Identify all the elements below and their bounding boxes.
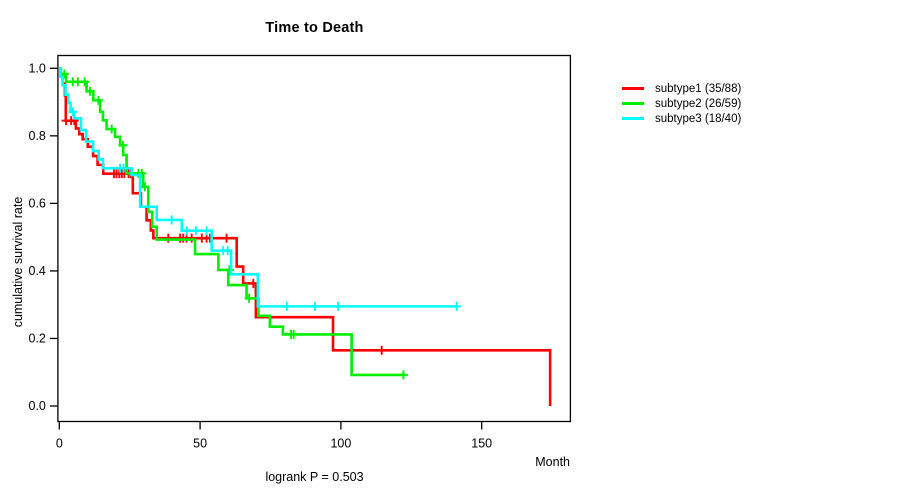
legend-line-swatch xyxy=(622,102,644,105)
legend-line-swatch xyxy=(622,117,644,120)
km-curve-2 xyxy=(59,67,406,377)
legend-item-1: subtype1 (35/88) xyxy=(622,82,741,95)
x-axis-label: Month xyxy=(535,455,570,469)
km-curve-3 xyxy=(59,67,459,308)
x-tick-label: 0 xyxy=(56,437,63,451)
y-tick-label: 0.4 xyxy=(29,264,46,278)
legend-item-2: subtype2 (26/59) xyxy=(622,97,741,110)
legend-label: subtype3 (18/40) xyxy=(655,112,742,125)
legend-label: subtype1 (35/88) xyxy=(655,82,742,95)
legend-line-swatch xyxy=(622,87,644,90)
legend-label: subtype2 (26/59) xyxy=(655,97,742,110)
y-tick-label: 0.0 xyxy=(29,399,46,413)
km-curve-1 xyxy=(59,67,552,406)
x-tick-label: 50 xyxy=(193,437,207,451)
logrank-pvalue: logrank P = 0.503 xyxy=(265,470,364,484)
y-tick-label: 0.6 xyxy=(29,197,46,211)
legend: subtype1 (35/88) subtype2 (26/59) subtype3… xyxy=(622,82,741,125)
x-tick-label: 150 xyxy=(471,437,492,451)
chart-title: Time to Death xyxy=(265,20,364,36)
legend-item-3: subtype3 (18/40) xyxy=(622,112,741,125)
plot-box xyxy=(57,54,572,423)
x-tick-label: 100 xyxy=(330,437,351,451)
y-tick-label: 0.2 xyxy=(29,332,46,346)
y-tick-label: 1.0 xyxy=(29,62,46,76)
y-tick-label: 0.8 xyxy=(29,129,46,143)
